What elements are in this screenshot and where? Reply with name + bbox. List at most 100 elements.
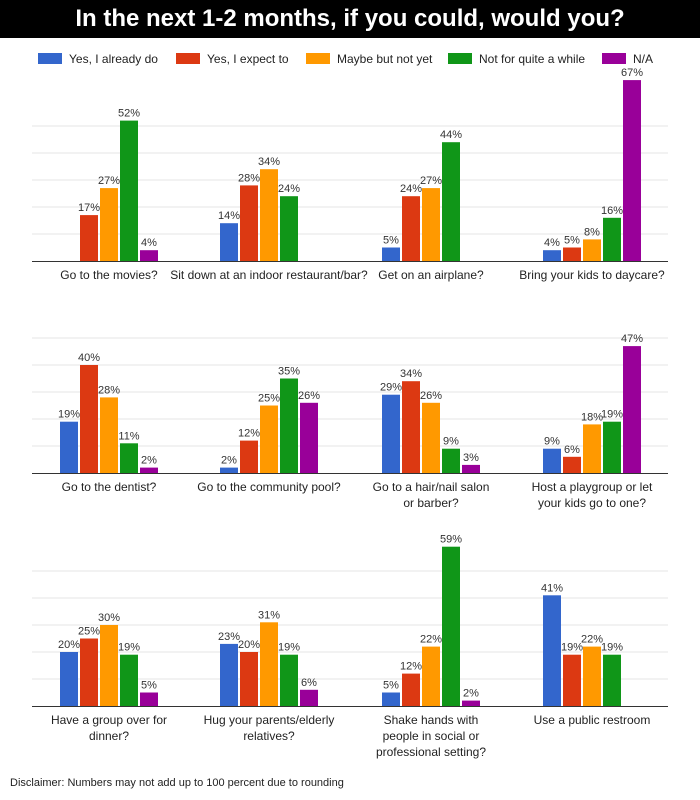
legend-swatch [306, 53, 330, 64]
bar-yes-i-expect-to [563, 247, 581, 261]
category-label: Sit down at an indoor restaurant/bar? [170, 268, 368, 282]
bar-not-for-quite-a-while [442, 546, 460, 706]
legend-label: Yes, I already do [69, 52, 158, 66]
legend: Yes, I already do Yes, I expect to Maybe b… [0, 50, 700, 68]
category-label: Host a playgroup or let [532, 480, 653, 494]
bar-maybe-but-not-yet [583, 239, 601, 261]
data-label: 59% [440, 534, 462, 546]
bar-yes-i-expect-to [563, 654, 581, 706]
data-label: 3% [463, 452, 479, 464]
data-label: 30% [98, 612, 120, 624]
data-label: 8% [584, 226, 600, 238]
bar-not-for-quite-a-while [442, 142, 460, 261]
bar-yes-i-expect-to [80, 365, 98, 473]
data-label: 41% [541, 582, 563, 594]
category-label: Hug your parents/elderly [204, 713, 335, 727]
category-label: professional setting? [376, 745, 486, 759]
bar-yes-i-expect-to [240, 440, 258, 473]
bar-yes-i-expect-to [80, 215, 98, 261]
legend-label: N/A [633, 52, 654, 66]
data-label: 25% [258, 393, 280, 405]
data-label: 4% [544, 237, 560, 249]
bar-maybe-but-not-yet [583, 424, 601, 473]
data-label: 18% [581, 411, 603, 423]
data-label: 67% [621, 67, 643, 79]
category-group: 20%25% 30% 19% 5% Have a group over for dinne… [51, 612, 167, 743]
bar-yes-i-already-do [543, 595, 561, 706]
data-label: 19% [561, 642, 583, 654]
data-label: 12% [238, 428, 260, 440]
category-group: 29% 34% 26% 9% 3% Go to a hair/nail salon or b… [373, 368, 490, 510]
data-label: 5% [141, 680, 157, 692]
data-label: 12% [400, 661, 422, 673]
data-label: 4% [141, 237, 157, 249]
data-label: 19% [278, 642, 300, 654]
data-label: 31% [258, 609, 280, 621]
bar-n-a [140, 467, 158, 473]
bar-yes-i-already-do [220, 223, 238, 261]
category-label: Get on an airplane? [378, 268, 484, 282]
category-label: relatives? [243, 729, 295, 743]
category-label: Go to the dentist? [62, 480, 157, 494]
category-group: 23%20% 31% 19% 6% Hug your parents/elderly re… [204, 609, 335, 743]
category-label: Go to the community pool? [197, 480, 341, 494]
bar-n-a [623, 80, 641, 261]
bar-not-for-quite-a-while [280, 654, 298, 706]
data-label: 9% [443, 436, 459, 448]
bar-not-for-quite-a-while [120, 654, 138, 706]
category-group: 41% 19%22%19% Use a public restroom [534, 582, 651, 727]
data-label: 20% [238, 639, 260, 651]
bar-maybe-but-not-yet [422, 646, 440, 706]
data-label: 5% [383, 680, 399, 692]
bar-yes-i-already-do [382, 692, 400, 706]
data-label: 16% [601, 205, 623, 217]
bar-yes-i-already-do [382, 247, 400, 261]
bar-yes-i-already-do [220, 467, 238, 473]
data-label: 19% [601, 409, 623, 421]
bar-not-for-quite-a-while [603, 654, 621, 706]
data-label: 2% [463, 688, 479, 700]
bar-maybe-but-not-yet [100, 397, 118, 473]
data-label: 28% [238, 172, 260, 184]
category-label: people in social or [383, 729, 480, 743]
bar-yes-i-expect-to [240, 185, 258, 261]
data-label: 26% [298, 390, 320, 402]
bar-yes-i-expect-to [563, 456, 581, 473]
bar-n-a [140, 250, 158, 261]
disclaimer-note: Disclaimer: Numbers may not add up to 10… [10, 777, 344, 789]
category-label: Use a public restroom [534, 713, 651, 727]
data-label: 47% [621, 333, 643, 345]
category-label: dinner? [89, 729, 129, 743]
panel-1: 17% 27% 52% 4% Go to the movies? 14% 28% 34% 24%… [32, 67, 668, 282]
category-group: 4% 5% 8%16% 67% Bring your kids to daycare? [519, 67, 665, 282]
category-group: 5% 24%27% 44% Get on an airplane? [378, 129, 484, 282]
data-label: 24% [278, 183, 300, 195]
category-label: Shake hands with [384, 713, 479, 727]
legend-swatch [448, 53, 472, 64]
data-label: 27% [98, 175, 120, 187]
bar-n-a [462, 700, 480, 706]
data-label: 19% [118, 642, 140, 654]
bar-yes-i-already-do [543, 250, 561, 261]
bar-not-for-quite-a-while [280, 378, 298, 473]
data-label: 14% [218, 210, 240, 222]
bar-not-for-quite-a-while [280, 196, 298, 261]
category-label: Bring your kids to daycare? [519, 268, 665, 282]
data-label: 20% [58, 639, 80, 651]
data-label: 6% [301, 677, 317, 689]
bar-not-for-quite-a-while [442, 448, 460, 473]
bar-maybe-but-not-yet [100, 625, 118, 706]
bar-maybe-but-not-yet [422, 188, 440, 261]
bar-yes-i-already-do [543, 448, 561, 473]
data-label: 22% [581, 634, 603, 646]
bar-yes-i-already-do [220, 643, 238, 706]
bar-n-a [462, 464, 480, 473]
legend-swatch [602, 53, 626, 64]
category-label: Have a group over for [51, 713, 167, 727]
data-label: 29% [380, 382, 402, 394]
bar-yes-i-expect-to [402, 196, 420, 261]
legend-label: Maybe but not yet [337, 52, 433, 66]
bar-n-a [140, 692, 158, 706]
legend-label: Yes, I expect to [207, 52, 289, 66]
data-label: 28% [98, 384, 120, 396]
